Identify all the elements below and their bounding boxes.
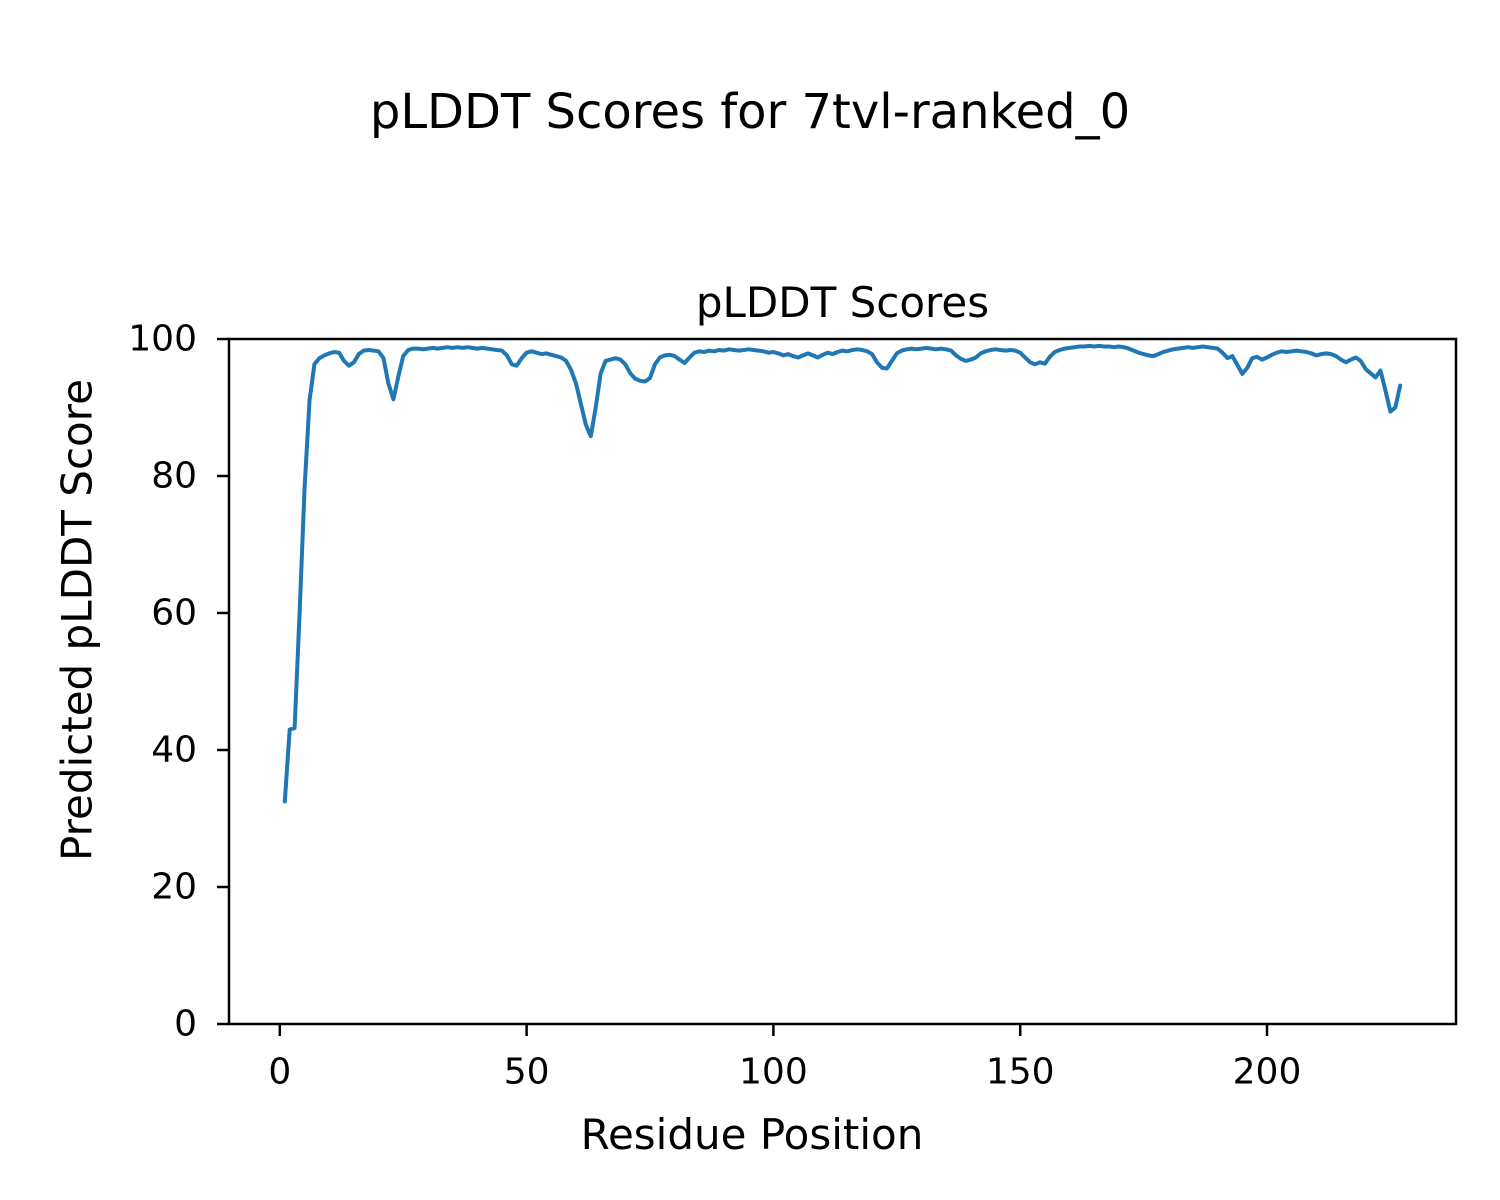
x-tick-label: 0: [268, 1052, 291, 1093]
x-tick-label: 50: [504, 1052, 550, 1093]
axes-title: pLDDT Scores: [695, 278, 990, 327]
y-axis-label-text: Predicted pLDDT Score: [52, 379, 102, 861]
y-tick-label: 40: [151, 730, 197, 771]
figure-title: pLDDT Scores for 7tvl-ranked_0: [369, 84, 1131, 140]
x-tick-label: 150: [986, 1052, 1055, 1093]
plddt-line: [282, 343, 1403, 804]
y-tick-label: 60: [151, 593, 197, 634]
x-tick-label: 200: [1233, 1052, 1302, 1093]
y-tick-label: 20: [151, 867, 197, 908]
x-tick-label: 100: [739, 1052, 808, 1093]
x-axis-label: Residue Position: [580, 1110, 924, 1159]
y-tick-label: 100: [128, 319, 197, 360]
plot-frame: [227, 337, 1458, 1026]
y-tick-label: 0: [174, 1004, 197, 1045]
y-tick-label: 80: [151, 456, 197, 497]
